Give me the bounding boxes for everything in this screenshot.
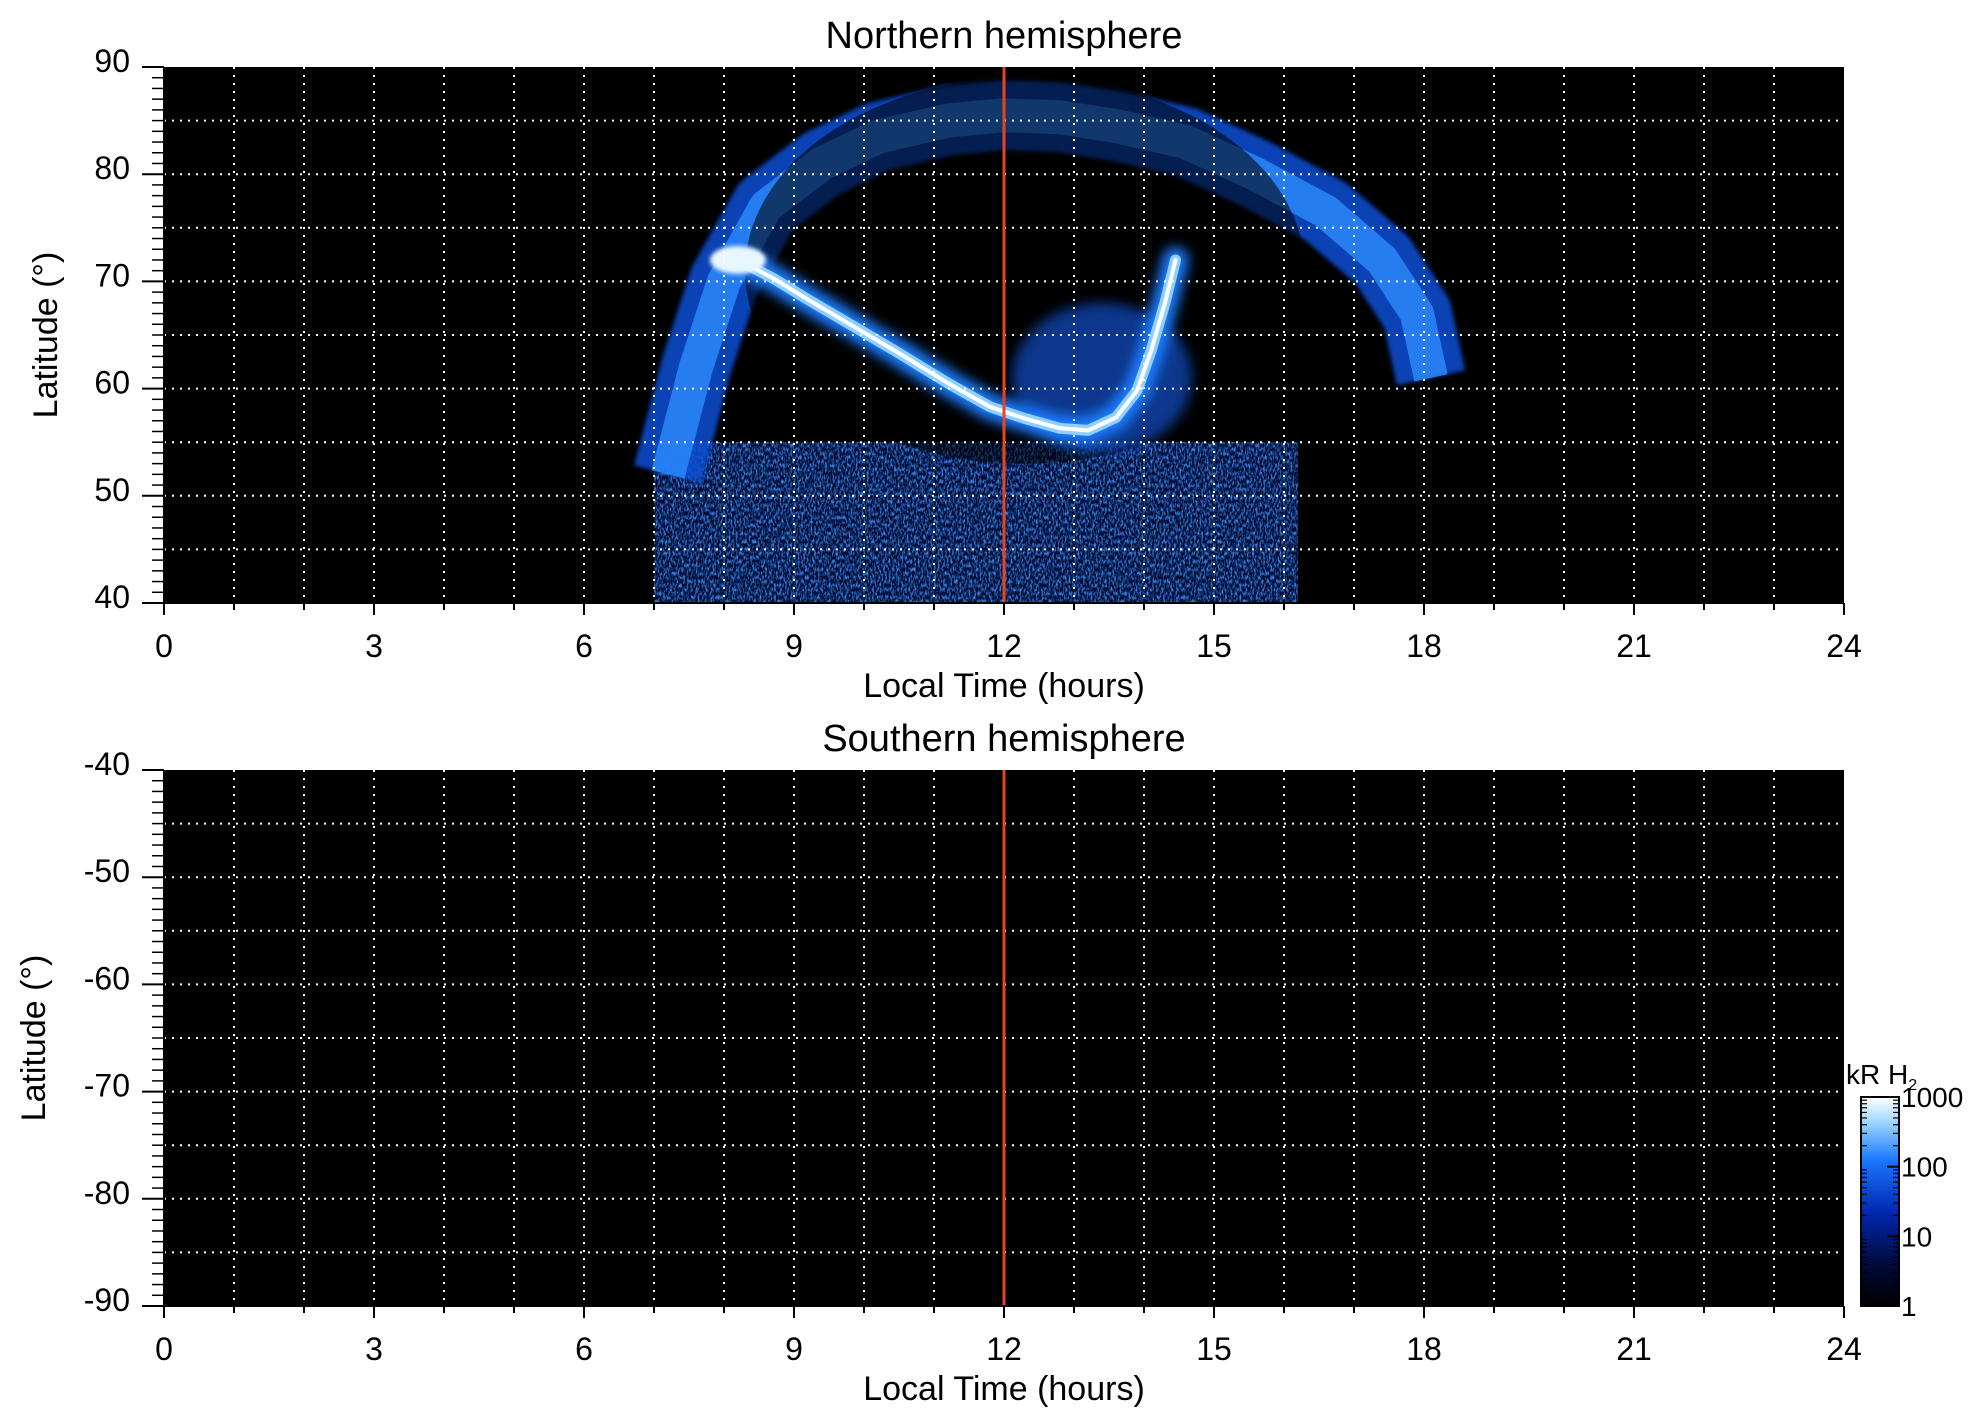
southern-panel-title: Southern hemisphere [822, 718, 1185, 760]
y-tick-label: 40 [94, 579, 130, 615]
y-tick-label: -50 [84, 853, 130, 889]
southern-y-axis-label: Latitude (°) [15, 955, 53, 1122]
northern-hemisphere-panel: Northern hemisphere 0 3 6 9 12 15 18 21 24 40 50 60… [27, 15, 1862, 705]
colorbar-ticks: 1 10 100 1000 [1861, 1082, 1963, 1322]
x-tick-label: 18 [1406, 1331, 1442, 1367]
northern-x-axis-label: Local Time (hours) [863, 667, 1145, 705]
y-tick-label: -80 [84, 1175, 130, 1211]
x-tick-label: 3 [365, 1331, 383, 1367]
x-tick-label: 18 [1406, 628, 1442, 664]
colorbar-label: kR H2 [1846, 1059, 1917, 1094]
y-tick-label: 70 [94, 257, 130, 293]
southern-x-axis-label: Local Time (hours) [863, 1370, 1145, 1408]
x-tick-label: 6 [575, 628, 593, 664]
y-tick-label: -60 [84, 960, 130, 996]
x-tick-label: 24 [1826, 628, 1862, 664]
y-tick-label: -90 [84, 1282, 130, 1318]
arc-dawn-spot [710, 245, 766, 274]
colorbar-tick-label: 1000 [1901, 1082, 1963, 1113]
x-tick-label: 0 [155, 1331, 173, 1367]
southern-axis-ticks: 0 3 6 9 12 15 18 21 24 -40 -50 -60 -70 -80 -90 [84, 746, 1862, 1367]
bright-arc-core [736, 258, 1178, 433]
x-tick-label: 15 [1196, 628, 1232, 664]
x-tick-label: 6 [575, 1331, 593, 1367]
colorbar-tick-label: 1 [1901, 1291, 1917, 1322]
y-tick-label: 90 [94, 43, 130, 79]
northern-axis-ticks: 0 3 6 9 12 15 18 21 24 40 50 60 70 80 90 [94, 43, 1861, 664]
x-tick-label: 9 [785, 1331, 803, 1367]
x-tick-label: 9 [785, 628, 803, 664]
x-tick-label: 0 [155, 628, 173, 664]
x-tick-label: 15 [1196, 1331, 1232, 1367]
x-tick-label: 3 [365, 628, 383, 664]
y-tick-label: -70 [84, 1068, 130, 1104]
x-tick-label: 21 [1616, 1331, 1652, 1367]
colorbar-tick-label: 100 [1901, 1152, 1948, 1183]
colorbar: kR H2 1 10 100 1000 [1846, 1059, 1963, 1322]
y-tick-label: 80 [94, 150, 130, 186]
colorbar-tick-label: 10 [1901, 1221, 1932, 1252]
y-tick-label: 50 [94, 472, 130, 508]
y-tick-label: -40 [84, 746, 130, 782]
diffuse-emission-speckle [654, 442, 1298, 603]
x-tick-label: 12 [986, 628, 1022, 664]
x-tick-label: 24 [1826, 1331, 1862, 1367]
colorbar-gradient [1860, 1096, 1900, 1307]
x-tick-label: 12 [986, 1331, 1022, 1367]
colorbar-label-subscript: 2 [1908, 1077, 1917, 1094]
northern-y-axis-label: Latitude (°) [27, 252, 65, 419]
southern-hemisphere-panel: Southern hemisphere 0 3 6 9 12 15 18 21 24 -40 -50… [15, 718, 1862, 1408]
y-tick-label: 60 [94, 365, 130, 401]
northern-panel-title: Northern hemisphere [826, 15, 1183, 57]
colorbar-label-main: kR H [1846, 1059, 1908, 1090]
x-tick-label: 21 [1616, 628, 1652, 664]
